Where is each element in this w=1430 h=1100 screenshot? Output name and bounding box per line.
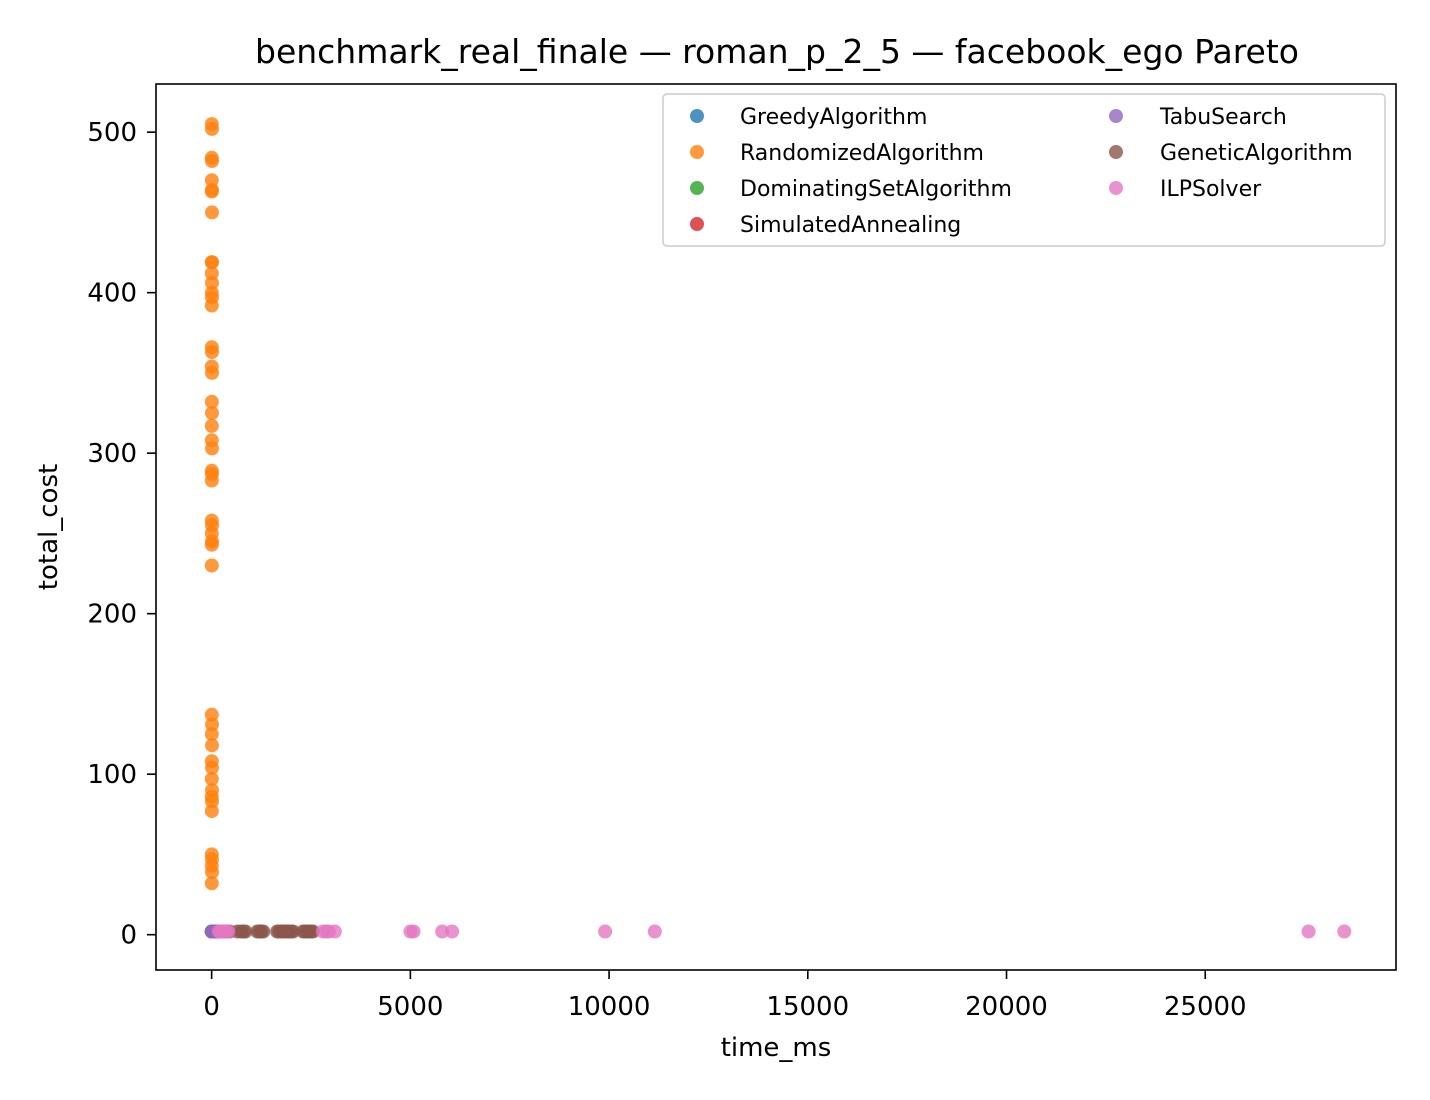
- data-point-RandomizedAlgorithm-39: [204, 772, 219, 786]
- legend-label-RandomizedAlgorithm: RandomizedAlgorithm: [740, 141, 984, 166]
- legend: GreedyAlgorithm RandomizedAlgorithm Domina…: [662, 93, 1386, 247]
- data-point-RandomizedAlgorithm-23: [205, 441, 219, 456]
- data-point-RandomizedAlgorithm-7: [205, 205, 219, 220]
- y-axis: 0 100 200 300 400 500: [87, 118, 156, 951]
- legend-label-GreedyAlgorithm: GreedyAlgorithm: [740, 105, 927, 130]
- y-tick-label-0: 0: [120, 921, 137, 951]
- data-point-GeneticAlgorithm-26: [306, 924, 320, 939]
- legend-marker-GreedyAlgorithm: [690, 109, 704, 123]
- data-point-ILPSolver-12: [406, 924, 421, 939]
- data-point-RandomizedAlgorithm-11: [205, 276, 219, 290]
- data-point-RandomizedAlgorithm-16: [205, 345, 219, 359]
- data-point-ILPSolver-18: [1337, 924, 1352, 939]
- data-point-RandomizedAlgorithm-38: [205, 760, 219, 775]
- data-point-RandomizedAlgorithm-31: [204, 537, 219, 552]
- data-points: [204, 117, 1352, 939]
- data-point-RandomizedAlgorithm-47: [205, 865, 219, 880]
- data-point-GeneticAlgorithm-20: [286, 924, 301, 939]
- data-point-RandomizedAlgorithm-34: [205, 717, 219, 732]
- data-point-RandomizedAlgorithm-32: [204, 558, 219, 573]
- x-axis-label: time_ms: [721, 1033, 832, 1063]
- x-tick-label-10000: 10000: [568, 992, 651, 1022]
- legend-marker-SimulatedAnnealing: [690, 217, 704, 231]
- data-point-GeneticAlgorithm-7: [238, 924, 253, 939]
- legend-label-ILPSolver: ILPSolver: [1160, 177, 1262, 202]
- legend-marker-ILPSolver: [1109, 181, 1123, 195]
- data-point-RandomizedAlgorithm-43: [204, 804, 219, 819]
- data-point-RandomizedAlgorithm-19: [204, 394, 219, 409]
- legend-label-DominatingSetAlgorithm: DominatingSetAlgorithm: [740, 177, 1012, 202]
- data-point-RandomizedAlgorithm-20: [205, 406, 219, 420]
- legend-frame: [662, 93, 1386, 247]
- y-tick-label-400: 400: [87, 279, 137, 309]
- data-point-ILPSolver-15: [598, 924, 613, 939]
- data-point-RandomizedAlgorithm-48: [204, 876, 219, 891]
- data-point-RandomizedAlgorithm-26: [204, 473, 219, 488]
- x-tick-label-25000: 25000: [1164, 992, 1247, 1022]
- data-point-ILPSolver-14: [445, 924, 460, 939]
- data-point-RandomizedAlgorithm-21: [204, 418, 219, 433]
- data-point-ILPSolver-17: [1301, 924, 1316, 939]
- data-point-ILPSolver-16: [647, 924, 662, 939]
- y-tick-label-100: 100: [87, 760, 137, 790]
- data-point-RandomizedAlgorithm-6: [204, 184, 219, 199]
- x-tick-label-5000: 5000: [377, 992, 443, 1022]
- data-point-RandomizedAlgorithm-18: [205, 365, 219, 380]
- legend-marker-GeneticAlgorithm: [1109, 145, 1123, 159]
- data-point-RandomizedAlgorithm-35: [204, 727, 219, 742]
- x-tick-label-0: 0: [203, 992, 220, 1022]
- y-tick-label-500: 500: [87, 118, 137, 148]
- x-tick-label-15000: 15000: [766, 992, 849, 1022]
- data-point-RandomizedAlgorithm-36: [205, 738, 219, 753]
- y-tick-label-200: 200: [87, 600, 137, 630]
- y-axis-label: total_cost: [34, 464, 64, 590]
- chart-title: benchmark_real_finale — roman_p_2_5 — fa…: [255, 32, 1299, 71]
- data-point-RandomizedAlgorithm-9: [205, 255, 219, 270]
- legend-marker-DominatingSetAlgorithm: [690, 181, 704, 195]
- data-point-ILPSolver-10: [327, 924, 342, 939]
- legend-label-SimulatedAnnealing: SimulatedAnnealing: [740, 213, 961, 238]
- legend-marker-RandomizedAlgorithm: [690, 145, 704, 159]
- legend-label-TabuSearch: TabuSearch: [1159, 105, 1287, 130]
- legend-marker-TabuSearch: [1109, 109, 1123, 123]
- x-tick-label-20000: 20000: [965, 992, 1048, 1022]
- plot-area-frame: [155, 83, 1397, 971]
- x-axis: 0 5000 10000 15000 20000 25000: [203, 970, 1247, 1022]
- legend-label-GeneticAlgorithm: GeneticAlgorithm: [1160, 141, 1353, 166]
- data-point-ILPSolver-13: [435, 924, 450, 939]
- y-tick-label-300: 300: [87, 439, 137, 469]
- data-point-RandomizedAlgorithm-3: [205, 154, 219, 168]
- data-point-ILPSolver-6: [221, 924, 236, 939]
- data-point-GeneticAlgorithm-11: [256, 924, 271, 939]
- data-point-RandomizedAlgorithm-14: [204, 298, 219, 313]
- data-point-RandomizedAlgorithm-1: [205, 121, 219, 136]
